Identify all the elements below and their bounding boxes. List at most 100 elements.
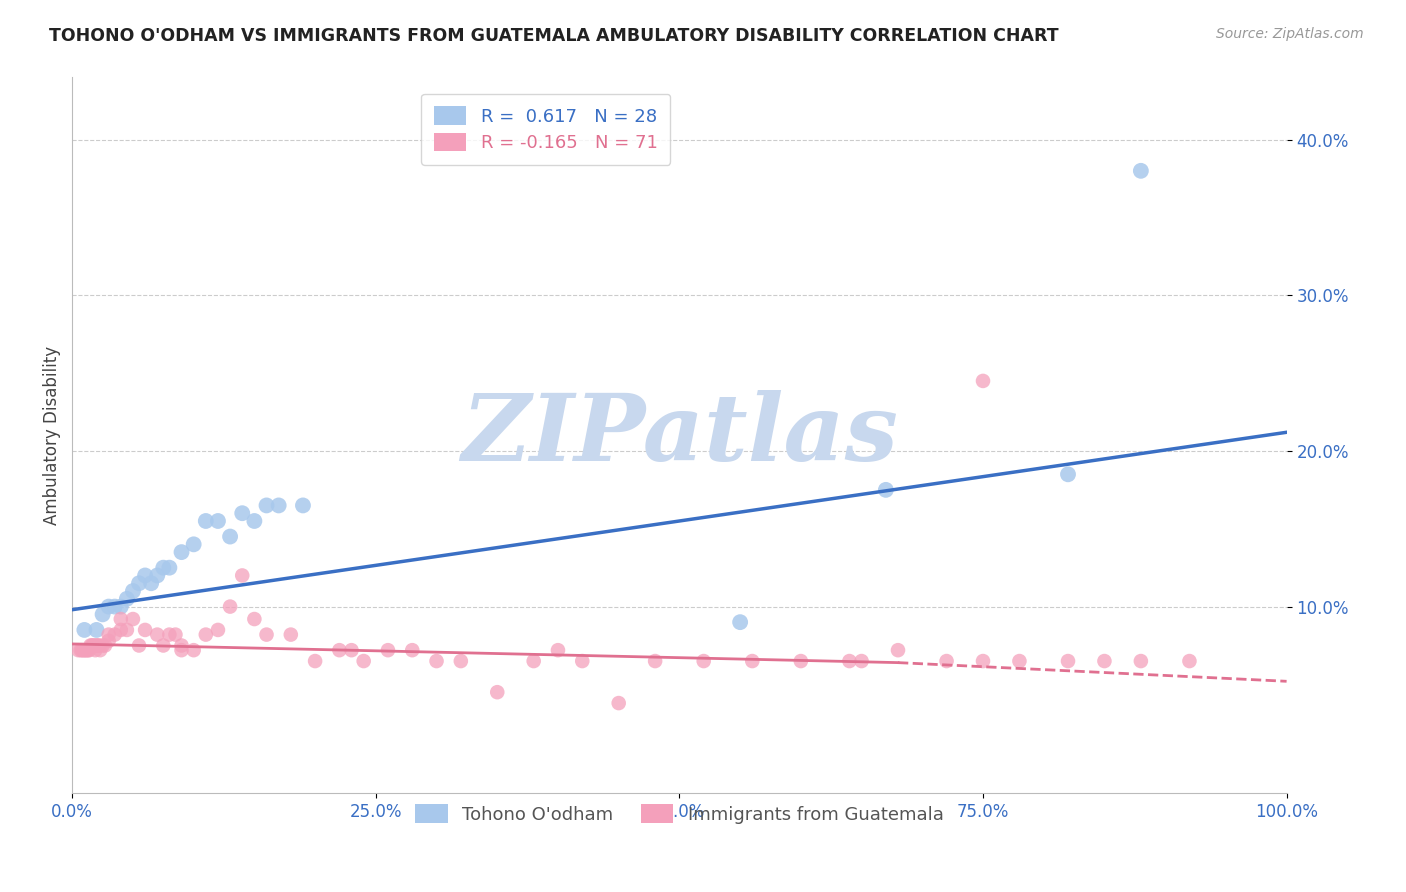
- Point: [69, 643, 91, 657]
- Point: [353, 654, 375, 668]
- Point: [87, 639, 110, 653]
- Point: [875, 483, 897, 497]
- Point: [1129, 164, 1152, 178]
- Point: [838, 654, 860, 668]
- Point: [77, 643, 100, 657]
- Point: [134, 623, 156, 637]
- Point: [1094, 654, 1116, 668]
- Point: [157, 560, 180, 574]
- Point: [486, 685, 509, 699]
- Point: [401, 643, 423, 657]
- Point: [170, 643, 193, 657]
- Point: [340, 643, 363, 657]
- Point: [73, 623, 96, 637]
- Point: [80, 639, 103, 653]
- Point: [94, 639, 117, 653]
- Point: [935, 654, 957, 668]
- Point: [972, 374, 994, 388]
- Point: [1057, 654, 1080, 668]
- Text: ZIPatlas: ZIPatlas: [461, 391, 898, 481]
- Point: [97, 627, 120, 641]
- Point: [377, 643, 399, 657]
- Point: [128, 639, 150, 653]
- Point: [75, 643, 97, 657]
- Point: [256, 499, 278, 513]
- Point: [231, 568, 253, 582]
- Point: [110, 599, 132, 614]
- Point: [450, 654, 472, 668]
- Point: [523, 654, 546, 668]
- Point: [73, 643, 96, 657]
- Point: [194, 514, 217, 528]
- Y-axis label: Ambulatory Disability: Ambulatory Disability: [44, 346, 60, 525]
- Point: [146, 627, 169, 641]
- Point: [67, 643, 90, 657]
- Point: [243, 514, 266, 528]
- Point: [1129, 654, 1152, 668]
- Point: [219, 599, 242, 614]
- Point: [70, 643, 93, 657]
- Point: [692, 654, 714, 668]
- Text: TOHONO O'ODHAM VS IMMIGRANTS FROM GUATEMALA AMBULATORY DISABILITY CORRELATION CH: TOHONO O'ODHAM VS IMMIGRANTS FROM GUATEM…: [49, 27, 1059, 45]
- Point: [104, 627, 127, 641]
- Point: [86, 639, 108, 653]
- Point: [122, 612, 145, 626]
- Point: [207, 514, 229, 528]
- Point: [152, 560, 174, 574]
- Point: [425, 654, 447, 668]
- Point: [165, 627, 187, 641]
- Point: [83, 639, 105, 653]
- Point: [207, 623, 229, 637]
- Point: [1057, 467, 1080, 482]
- Point: [89, 643, 111, 657]
- Point: [104, 599, 127, 614]
- Point: [887, 643, 910, 657]
- Point: [86, 623, 108, 637]
- Point: [256, 627, 278, 641]
- Point: [741, 654, 763, 668]
- Point: [79, 639, 101, 653]
- Point: [110, 623, 132, 637]
- Point: [91, 607, 114, 622]
- Point: [280, 627, 302, 641]
- Point: [267, 499, 290, 513]
- Point: [231, 506, 253, 520]
- Point: [972, 654, 994, 668]
- Point: [1178, 654, 1201, 668]
- Text: Source: ZipAtlas.com: Source: ZipAtlas.com: [1216, 27, 1364, 41]
- Point: [122, 584, 145, 599]
- Point: [328, 643, 350, 657]
- Point: [134, 568, 156, 582]
- Point: [146, 568, 169, 582]
- Point: [194, 627, 217, 641]
- Point: [141, 576, 163, 591]
- Point: [243, 612, 266, 626]
- Point: [547, 643, 569, 657]
- Point: [77, 643, 100, 657]
- Point: [571, 654, 593, 668]
- Point: [82, 639, 104, 653]
- Point: [157, 627, 180, 641]
- Point: [170, 639, 193, 653]
- Point: [76, 643, 98, 657]
- Point: [84, 643, 107, 657]
- Point: [607, 696, 630, 710]
- Point: [183, 537, 205, 551]
- Point: [97, 599, 120, 614]
- Point: [97, 633, 120, 648]
- Point: [183, 643, 205, 657]
- Point: [91, 639, 114, 653]
- Point: [851, 654, 873, 668]
- Point: [304, 654, 326, 668]
- Legend: Tohono O'odham, Immigrants from Guatemala: Tohono O'odham, Immigrants from Guatemal…: [405, 793, 955, 834]
- Point: [644, 654, 666, 668]
- Point: [1008, 654, 1031, 668]
- Point: [128, 576, 150, 591]
- Point: [291, 499, 314, 513]
- Point: [110, 612, 132, 626]
- Point: [790, 654, 813, 668]
- Point: [87, 639, 110, 653]
- Point: [219, 530, 242, 544]
- Point: [72, 643, 94, 657]
- Point: [152, 639, 174, 653]
